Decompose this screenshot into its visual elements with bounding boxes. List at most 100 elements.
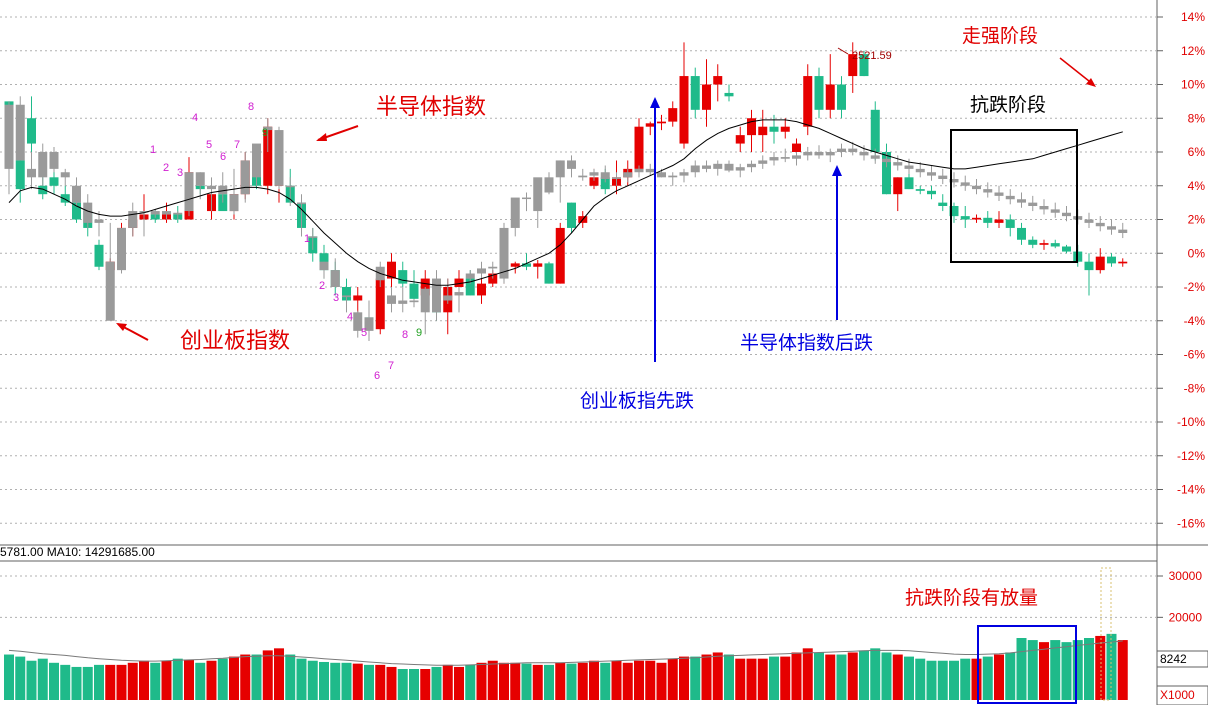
volume-bar: [127, 662, 138, 700]
resist-volume-box: [977, 625, 1077, 704]
annotation-resist-phase: 抗跌阶段: [970, 94, 1046, 116]
volume-bar: [15, 656, 26, 700]
volume-bar: [307, 660, 318, 700]
candle-body: [600, 172, 610, 179]
candle-body: [94, 244, 104, 267]
candle-body: [735, 167, 745, 171]
volume-projection-box: [1100, 567, 1112, 701]
volume-bar: [161, 660, 172, 700]
candle-body: [1039, 243, 1049, 245]
candle-body: [27, 118, 36, 144]
candle-body: [657, 172, 666, 178]
candle-body: [353, 312, 363, 331]
volume-bar: [431, 666, 442, 700]
candle-body: [1084, 219, 1094, 223]
candle-body: [949, 179, 959, 183]
candle-body: [589, 177, 599, 186]
candle-body: [477, 283, 486, 296]
volume-bar: [667, 658, 678, 700]
candle-body: [1005, 195, 1015, 200]
volume-bar: [622, 662, 633, 700]
candle-body: [679, 76, 689, 144]
td-count: 3: [177, 167, 183, 179]
candle-body: [792, 143, 801, 152]
volume-bar: [184, 659, 194, 700]
candle-body: [207, 185, 216, 190]
td-count: 6: [374, 370, 380, 382]
volume-bar: [656, 662, 667, 700]
volume-bar: [172, 658, 183, 700]
candle-body: [285, 185, 295, 188]
candle-body: [150, 211, 160, 215]
candle-body: [960, 182, 970, 186]
candle-body: [510, 263, 520, 267]
volume-bar: [386, 666, 397, 700]
annotation-chinext-falls-first: 创业板指先跌: [580, 390, 694, 412]
candle-body: [420, 288, 430, 313]
volume-bar: [769, 656, 779, 700]
td-count: 1: [150, 144, 156, 156]
candle-body: [139, 211, 149, 213]
candle-body: [533, 177, 543, 212]
candle-body: [4, 104, 14, 169]
volume-bar: [735, 658, 746, 700]
volume-bar: [544, 664, 554, 700]
volume-bar: [600, 662, 611, 700]
candle-body: [409, 283, 419, 299]
volume-current-value: 8242: [1160, 652, 1187, 666]
candle-body: [1017, 199, 1026, 203]
volume-bar: [690, 656, 701, 700]
volume-bar: [1072, 640, 1083, 700]
volume-bar: [330, 662, 341, 700]
candle-body: [780, 157, 790, 159]
candle-body: [634, 126, 644, 169]
volume-bar: [915, 658, 926, 700]
td-count: 8: [402, 329, 408, 341]
volume-bar: [319, 661, 329, 700]
candle-body: [904, 165, 914, 169]
candle-body: [533, 263, 543, 267]
volume-bar: [634, 660, 644, 700]
volume-bar: [994, 654, 1004, 700]
price-tick-label: 12%: [1181, 44, 1205, 58]
price-tick-label: -14%: [1177, 483, 1205, 497]
candle-body: [510, 197, 520, 228]
candle-body: [38, 152, 48, 178]
volume-bar: [1016, 638, 1027, 700]
candle-body: [465, 278, 475, 296]
annotation-semi-falls-after: 半导体指数后跌: [740, 332, 873, 354]
volume-bar: [285, 654, 296, 700]
chinext-candles: [4, 96, 1128, 341]
candle-body: [60, 172, 70, 178]
candle-body: [949, 206, 959, 217]
candle-body: [758, 126, 768, 136]
volume-bar: [566, 663, 577, 700]
candle-body: [409, 300, 419, 303]
candle-body: [1028, 202, 1038, 206]
volume-moving-average-line: [8, 640, 1123, 666]
volume-bar: [712, 652, 723, 700]
candle-body: [1118, 229, 1128, 233]
candle-body: [803, 76, 813, 127]
candle-body: [668, 175, 678, 178]
peak-label: 2521.59: [852, 50, 892, 62]
volume-bar: [116, 664, 127, 700]
candle-body: [488, 266, 498, 269]
price-tick-label: 14%: [1181, 10, 1205, 24]
volume-bar: [487, 660, 498, 700]
candle-body: [544, 177, 554, 193]
volume-bar: [679, 656, 689, 700]
volume-bar: [262, 650, 273, 700]
volume-bar: [757, 658, 768, 700]
volume-bar: [1061, 642, 1072, 700]
candle-body: [690, 76, 700, 110]
candle-body: [330, 270, 340, 287]
price-tick-label: 8%: [1188, 111, 1206, 125]
candle-body: [173, 212, 183, 215]
candle-body: [398, 270, 408, 284]
arrowhead-chinext-falls-first: [650, 97, 660, 108]
candle-body: [353, 295, 363, 301]
candle-body: [555, 227, 565, 284]
volume-bar: [465, 664, 476, 700]
candle-body: [1107, 226, 1116, 230]
